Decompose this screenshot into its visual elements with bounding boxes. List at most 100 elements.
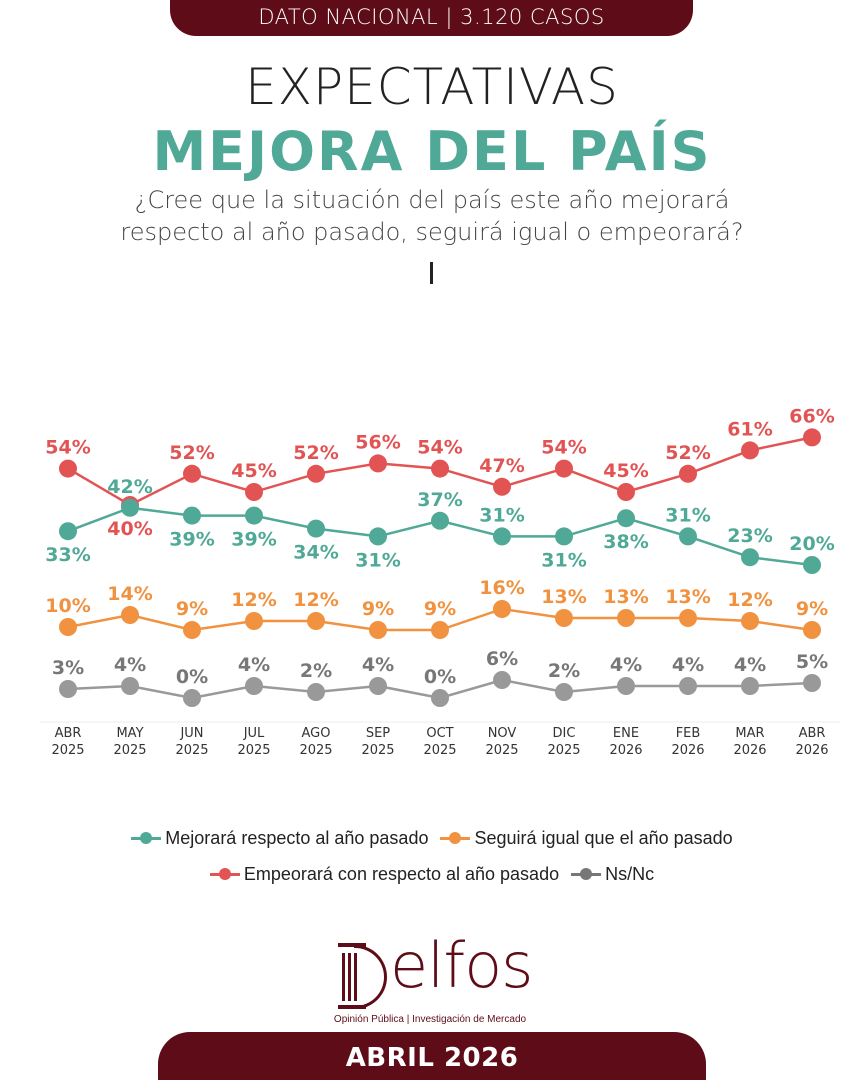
data-label-nsnc: 4% [610, 654, 642, 676]
data-point-nsnc [803, 674, 821, 692]
data-point-mejorara [741, 548, 759, 567]
data-label-mejorara: 34% [293, 542, 338, 564]
data-point-empeorara [307, 464, 325, 483]
data-label-mejorara: 39% [169, 529, 214, 551]
data-point-seguira [741, 612, 759, 630]
data-point-empeorara [555, 459, 573, 478]
data-point-empeorara [493, 477, 511, 496]
legend-marker-icon [131, 832, 162, 844]
data-label-mejorara: 38% [603, 531, 648, 553]
x-tick-label-month: SEP [366, 726, 390, 741]
legend-row-2: Empeorará con respecto al año pasado Ns/… [0, 856, 864, 892]
data-label-empeorara: 54% [541, 437, 586, 459]
data-point-nsnc [59, 680, 77, 698]
x-tick-label-year: 2026 [671, 743, 704, 758]
data-label-seguira: 14% [107, 583, 152, 605]
data-point-mejorara [307, 519, 325, 538]
logo-wordmark: elfos [390, 929, 533, 1002]
x-tick-label-year: 2025 [175, 743, 208, 758]
data-label-seguira: 13% [541, 586, 586, 608]
x-tick-label-year: 2025 [423, 743, 456, 758]
data-label-empeorara: 54% [417, 437, 462, 459]
x-tick-label-year: 2025 [361, 743, 394, 758]
x-tick-label-year: 2025 [113, 743, 146, 758]
x-tick-label-year: 2025 [51, 743, 84, 758]
top-banner: DATO NACIONAL | 3.120 CASOS [170, 0, 693, 36]
x-tick-label-month: ENE [613, 726, 639, 741]
data-label-empeorara: 54% [45, 437, 90, 459]
x-tick-label-month: AGO [302, 726, 331, 741]
logo-tagline: Opinión Pública | Investigación de Merca… [333, 1014, 527, 1025]
x-tick-label-month: DIC [553, 726, 576, 741]
data-label-empeorara: 47% [479, 455, 524, 477]
data-label-nsnc: 4% [672, 654, 704, 676]
data-point-seguira [59, 618, 77, 636]
data-point-empeorara [617, 483, 635, 501]
data-label-nsnc: 2% [548, 660, 580, 682]
data-label-empeorara: 52% [169, 442, 214, 464]
data-label-mejorara: 20% [789, 533, 834, 555]
data-label-seguira: 9% [362, 598, 394, 620]
data-label-empeorara: 52% [293, 442, 338, 464]
data-point-nsnc [431, 689, 449, 707]
data-label-seguira: 12% [293, 589, 338, 611]
data-label-empeorara: 61% [727, 418, 772, 440]
data-point-empeorara [59, 459, 77, 478]
logo-d-shape [354, 945, 387, 1009]
data-label-nsnc: 0% [424, 666, 456, 688]
data-point-mejorara [803, 556, 821, 574]
data-label-nsnc: 3% [52, 657, 84, 679]
data-label-mejorara: 37% [417, 489, 462, 511]
data-point-nsnc [555, 683, 573, 701]
x-tick-label-year: 2025 [485, 743, 518, 758]
x-tick-label-month: MAR [735, 726, 764, 741]
data-label-mejorara: 31% [665, 504, 710, 526]
data-label-seguira: 9% [796, 598, 828, 620]
data-label-empeorara: 40% [107, 518, 152, 540]
data-point-mejorara [59, 522, 77, 541]
legend-item-mejorara: Mejorará respecto al año pasado [131, 828, 428, 849]
series-empeorara: 54% 40% 52% 45% 52% 56% 54% 47% 54% 45% 52% 61% 66% [45, 405, 834, 540]
line-chart: ABR 2025 MAY 2025 JUN 2025 JUL 2025 AGO 2025 SEP 20… [40, 405, 840, 758]
data-point-mejorara [679, 527, 697, 546]
legend-marker-icon [571, 868, 602, 880]
x-tick-label-month: MAY [116, 726, 143, 741]
data-point-nsnc [121, 677, 139, 695]
data-label-mejorara: 31% [479, 504, 524, 526]
legend-label: Mejorará respecto al año pasado [165, 827, 429, 848]
data-point-seguira [431, 621, 449, 639]
data-label-seguira: 13% [603, 586, 648, 608]
x-tick-label-year: 2025 [547, 743, 580, 758]
data-point-mejorara [369, 527, 387, 546]
data-point-nsnc [369, 677, 387, 695]
x-tick-label-month: JUL [243, 726, 265, 741]
text-cursor [430, 262, 433, 284]
data-point-empeorara [679, 464, 697, 483]
x-tick-label-year: 2026 [609, 743, 642, 758]
data-point-seguira [803, 621, 821, 639]
data-label-nsnc: 4% [238, 654, 270, 676]
data-point-nsnc [679, 677, 697, 695]
x-axis: ABR 2025 MAY 2025 JUN 2025 JUL 2025 AGO 2025 SEP 20… [40, 721, 840, 758]
data-point-empeorara [183, 464, 201, 483]
data-label-mejorara: 39% [231, 529, 276, 551]
data-point-nsnc [741, 677, 759, 695]
data-label-nsnc: 0% [176, 666, 208, 688]
x-tick-label-year: 2025 [237, 743, 270, 758]
x-tick-label-month: JUN [179, 726, 203, 741]
legend-item-nsnc: Ns/Nc [571, 864, 654, 885]
x-tick-label-month: FEB [676, 726, 701, 741]
data-label-nsnc: 4% [114, 654, 146, 676]
data-point-mejorara [617, 509, 635, 528]
delfos-logo: elfos Opinión Pública | Investigación de… [330, 929, 534, 1030]
x-tick-label-month: ABR [799, 726, 826, 741]
x-tick-label-year: 2025 [299, 743, 332, 758]
data-label-nsnc: 6% [486, 648, 518, 670]
data-label-mejorara: 23% [727, 525, 772, 547]
legend: Mejorará respecto al año pasado Seguirá … [0, 820, 864, 892]
x-tick-label-month: NOV [488, 726, 517, 741]
x-tick-label-month: OCT [426, 726, 453, 741]
x-tick-label-month: ABR [55, 726, 82, 741]
date-banner: ABRIL 2026 [158, 1032, 706, 1080]
data-point-nsnc [617, 677, 635, 695]
